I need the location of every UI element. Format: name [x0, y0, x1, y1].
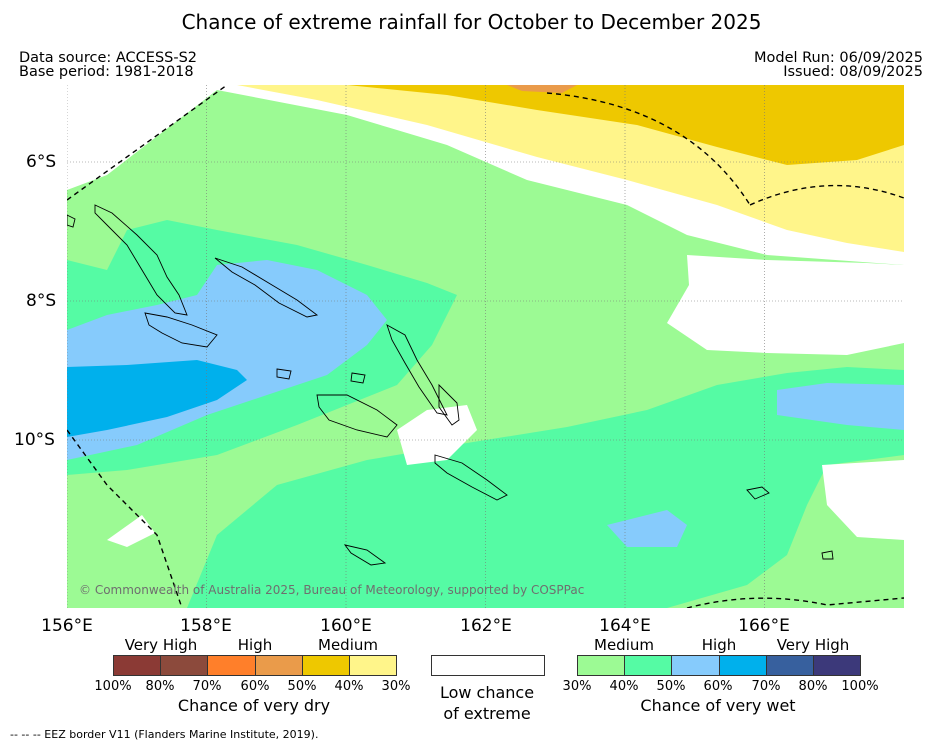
wet-caption: Chance of very wet — [640, 696, 796, 715]
lon-label-162: 162°E — [460, 616, 512, 636]
lat-label-8s: 8°S — [26, 291, 57, 311]
lat-label-10s: 10°S — [14, 430, 55, 450]
medium-high-wet-region-south — [187, 367, 904, 608]
dry-swatch-2 — [161, 656, 209, 675]
wet-colorbar — [577, 655, 861, 676]
base-period: Base period: 1981-2018 — [19, 64, 194, 80]
dry-tick: 100% — [94, 679, 132, 694]
wet-tick: 80% — [798, 679, 828, 694]
data-source: Data source: ACCESS-S2 — [19, 50, 198, 66]
lat-label-6s: 6°S — [26, 152, 57, 172]
island-bougainville — [94, 204, 188, 316]
wet-tick: 40% — [609, 679, 639, 694]
low-chance-region-east — [667, 255, 904, 355]
lon-label-164: 164°E — [599, 616, 651, 636]
wet-category-very-high: Very High — [776, 636, 850, 654]
low-chance-line1: Low chance — [439, 683, 535, 702]
island-small-4 — [67, 214, 76, 228]
low-chance-patch-3 — [822, 460, 904, 540]
island-small-2 — [821, 550, 834, 560]
dry-category-very-high: Very High — [124, 636, 198, 654]
wet-swatch-3 — [672, 656, 720, 675]
island-new-georgia — [144, 312, 218, 348]
island-guadalcanal — [316, 394, 398, 438]
dry-swatch-4 — [255, 656, 303, 675]
wet-tick: 50% — [656, 679, 686, 694]
wet-swatch-6 — [813, 656, 861, 675]
eez-border-nw — [67, 85, 228, 201]
island-small-1 — [350, 372, 366, 384]
copyright-text: © Commonwealth of Australia 2025, Bureau… — [79, 583, 584, 597]
dry-tick: 50% — [287, 679, 317, 694]
island-small-3 — [276, 368, 292, 380]
issued-date: Issued: 08/09/2025 — [783, 64, 923, 80]
low-chance-swatch — [431, 655, 545, 676]
dry-swatch-1 — [114, 656, 162, 675]
island-rennell — [343, 544, 387, 566]
dry-category-high: High — [237, 636, 273, 654]
high-wet-region-small — [607, 510, 687, 547]
lon-label-160: 160°E — [320, 616, 372, 636]
map-title: Chance of extreme rainfall for October t… — [181, 10, 762, 34]
wet-swatch-4 — [719, 656, 767, 675]
wet-tick: 60% — [703, 679, 733, 694]
wet-category-high: High — [701, 636, 737, 654]
wet-tick: 70% — [751, 679, 781, 694]
wet-category-medium: Medium — [594, 636, 654, 654]
low-chance-patch-1 — [397, 405, 477, 465]
dry-tick: 60% — [240, 679, 270, 694]
eez-border-e — [749, 184, 904, 206]
model-run: Model Run: 06/09/2025 — [753, 50, 923, 66]
eez-border-ne — [546, 92, 751, 206]
dry-tick: 40% — [334, 679, 364, 694]
dry-caption: Chance of very dry — [177, 696, 331, 715]
island-makira — [434, 454, 508, 501]
low-chance-patch-2 — [107, 515, 155, 547]
eez-footnote: -- -- -- EEZ border V11 (Flanders Marine… — [10, 728, 319, 741]
dry-swatch-5 — [302, 656, 350, 675]
dry-orange-tip — [507, 85, 577, 93]
dry-swatch-6 — [349, 656, 397, 675]
eez-border-se — [686, 597, 904, 608]
wet-swatch-2 — [625, 656, 673, 675]
lon-label-156: 156°E — [41, 616, 93, 636]
low-chance-line2: of extreme — [443, 704, 531, 723]
lon-label-166: 166°E — [738, 616, 790, 636]
dry-tick: 30% — [381, 679, 411, 694]
island-malaita — [438, 383, 460, 426]
high-wet-region-east — [777, 383, 904, 430]
dry-tick: 80% — [145, 679, 175, 694]
wet-tick: 100% — [841, 679, 879, 694]
wet-swatch-1 — [578, 656, 626, 675]
dry-category-medium: Medium — [318, 636, 378, 654]
wet-swatch-5 — [766, 656, 814, 675]
wet-tick: 30% — [562, 679, 592, 694]
island-santa-isabel — [386, 324, 448, 416]
island-santa-cruz — [746, 486, 770, 500]
island-choiseul — [214, 257, 319, 318]
dry-colorbar — [113, 655, 397, 676]
dry-tick: 70% — [192, 679, 222, 694]
lon-label-158: 158°E — [180, 616, 232, 636]
rainfall-map: © Commonwealth of Australia 2025, Bureau… — [67, 85, 904, 608]
very-high-wet-region — [67, 360, 247, 437]
dry-swatch-3 — [208, 656, 256, 675]
eez-border-sw — [67, 429, 183, 608]
